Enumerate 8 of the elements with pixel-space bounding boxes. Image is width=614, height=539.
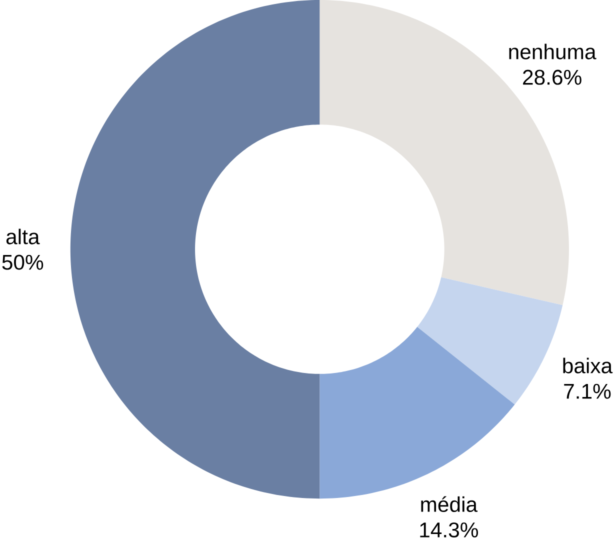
data-label: 28.6% — [523, 70, 582, 85]
data-label: 7.1% — [564, 384, 611, 399]
data-label: 50% — [2, 254, 44, 270]
slice-label: nenhuma — [509, 44, 596, 60]
data-label: 14.3% — [420, 522, 478, 538]
slice-label: média — [421, 496, 478, 512]
slice-label: alta — [6, 228, 40, 244]
slice-label: baixa — [563, 358, 613, 374]
